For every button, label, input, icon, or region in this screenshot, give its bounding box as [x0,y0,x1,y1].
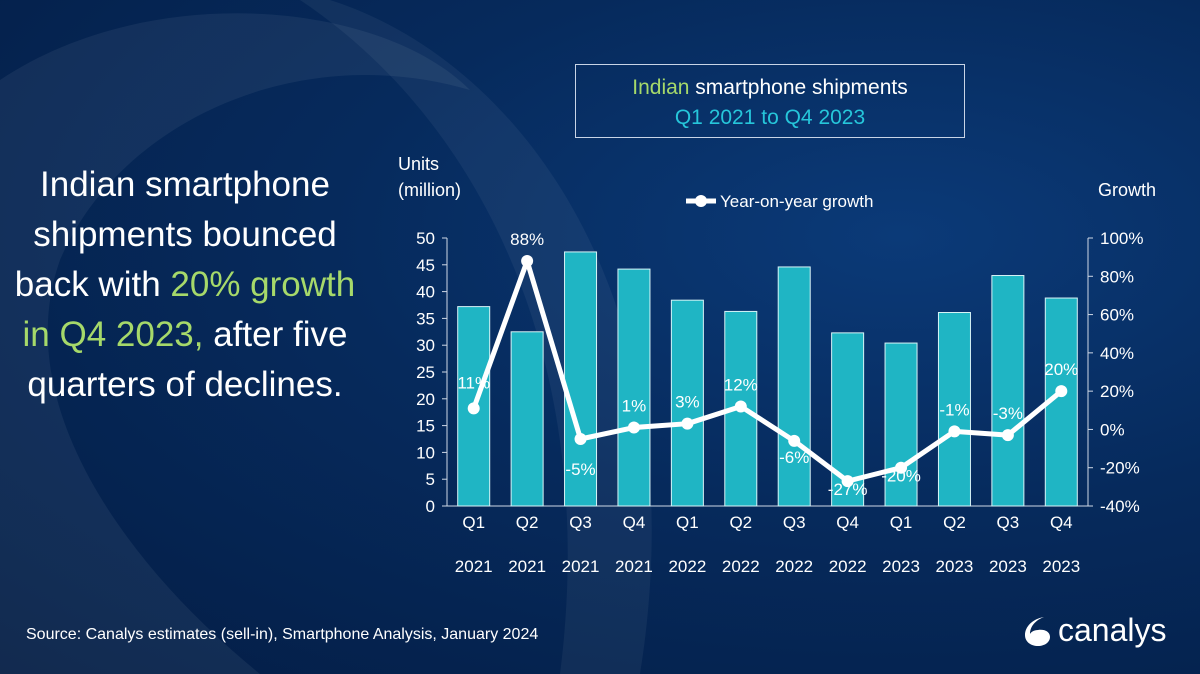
growth-data-label: 3% [675,393,700,412]
growth-data-label: -20% [881,467,921,486]
left-tick-label: 15 [416,417,435,436]
x-tick-label-quarter: Q4 [1050,513,1073,532]
growth-point [1001,429,1014,442]
right-tick-label: 60% [1100,306,1134,325]
growth-data-label: -1% [939,400,969,419]
right-tick-label: 100% [1100,229,1143,248]
x-tick-label-year: 2023 [882,557,920,576]
headline: Indian smartphone shipments bounced back… [10,160,360,410]
growth-point [1055,385,1068,398]
growth-point [788,434,801,447]
growth-point [574,433,587,445]
bar [670,299,704,507]
left-tick-label: 50 [416,229,435,248]
growth-data-label: -5% [565,460,595,479]
growth-data-label: 12% [724,375,758,394]
title-subtitle: Q1 2021 to Q4 2023 [674,106,866,129]
x-tick-label-year: 2022 [829,557,867,576]
growth-point [521,254,534,267]
headline-highlight: 20% growth in Q4 2023, [22,265,356,354]
canalys-logo: canalys [1022,612,1167,649]
x-tick-label-quarter: Q1 [676,513,699,532]
bar [564,251,598,507]
x-tick-label-quarter: Q4 [623,513,646,532]
x-tick-label-year: 2021 [455,557,493,576]
legend-label: Year-on-year growth [720,192,873,211]
x-tick-label-year: 2021 [508,557,546,576]
left-tick-label: 0 [426,497,435,516]
growth-data-label: -27% [828,480,868,499]
x-tick-label-quarter: Q2 [729,513,752,532]
x-tick-label-year: 2021 [562,557,600,576]
growth-data-label: 11% [457,373,490,392]
left-axis-label-line1: Units [398,154,439,174]
growth-data-label: 1% [622,397,647,416]
growth-data-label: 88% [510,230,544,249]
growth-point [948,425,961,438]
growth-point [841,475,854,488]
x-tick-label-year: 2023 [1042,557,1080,576]
logo-text: canalys [1058,612,1167,648]
right-tick-label: 20% [1100,382,1134,401]
headline-text-end: after five quarters of declines. [27,315,348,404]
right-axis-label: Growth [1098,180,1156,200]
chart-title-box: Indian smartphone shipments Q1 2021 to Q… [575,64,965,138]
left-tick-label: 30 [416,336,435,355]
source-note: Source: Canalys estimates (sell-in), Sma… [26,626,539,643]
growth-point [734,400,747,413]
right-tick-label: 0% [1100,420,1125,439]
x-tick-label-quarter: Q2 [943,513,966,532]
bar [884,342,918,507]
growth-data-label: 20% [1044,360,1078,379]
growth-data-label: -6% [779,448,809,467]
x-tick-label-year: 2022 [722,557,760,576]
left-tick-label: 45 [416,256,435,275]
left-tick-label: 20 [416,390,435,409]
left-tick-label: 35 [416,309,435,328]
x-tick-label-year: 2022 [668,557,706,576]
x-tick-label-quarter: Q3 [569,513,592,532]
growth-data-label: -3% [993,404,1023,423]
x-tick-label-year: 2022 [775,557,813,576]
left-tick-label: 10 [416,443,435,462]
left-tick-label: 25 [416,363,435,382]
left-axis-label-line2: (million) [398,180,461,200]
bar [937,312,971,507]
growth-point [467,402,480,415]
bar [510,331,544,507]
right-tick-label: 80% [1100,267,1134,286]
bar [991,275,1025,507]
x-tick-label-quarter: Q1 [890,513,913,532]
bar [617,268,651,507]
right-tick-label: -40% [1100,497,1140,516]
x-tick-label-year: 2023 [989,557,1027,576]
headline-text: Indian smartphone shipments bounced back… [14,165,337,304]
x-tick-label-year: 2021 [615,557,653,576]
bar [777,266,811,507]
x-tick-label-year: 2023 [936,557,974,576]
left-tick-label: 40 [416,283,435,302]
title-highlight: Indian [632,76,690,99]
canalys-logo-icon [1025,616,1050,646]
growth-point [627,421,640,434]
left-tick-label: 5 [426,470,435,489]
legend-marker [695,195,707,207]
title-text: smartphone shipments [689,76,908,99]
x-tick-label-quarter: Q2 [516,513,539,532]
x-tick-label-quarter: Q4 [836,513,859,532]
right-tick-label: -20% [1100,459,1140,478]
growth-point [681,417,694,430]
x-tick-label-quarter: Q1 [462,513,485,532]
x-tick-label-quarter: Q3 [783,513,806,532]
growth-line [471,258,1063,484]
growth-point [895,461,908,474]
right-tick-label: 40% [1100,344,1134,363]
x-tick-label-quarter: Q3 [997,513,1020,532]
